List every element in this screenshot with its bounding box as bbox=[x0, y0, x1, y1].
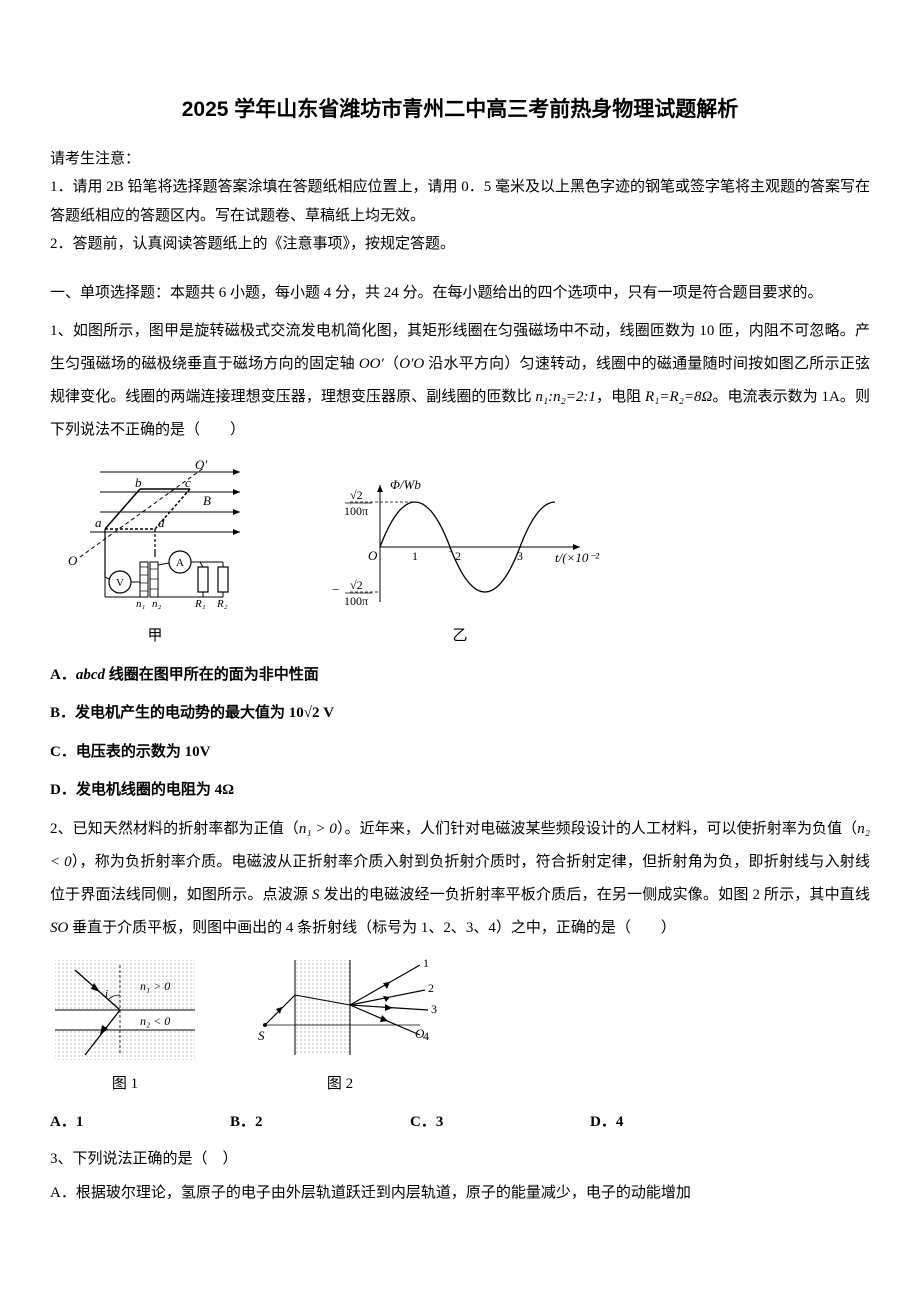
question-2: 2、已知天然材料的折射率都为正值（n₁ > 0）。近年来，人们针对电磁波某些频段… bbox=[50, 813, 870, 1137]
label-R2: R₂ bbox=[216, 598, 228, 610]
q1-figure-left: O′ b c B a d O V bbox=[50, 457, 260, 651]
q2-svg-1: i n₁ > 0 n₂ < 0 bbox=[50, 955, 200, 1065]
q1-ytick-bot-num: √2 bbox=[350, 578, 363, 592]
q3-option-A: A．根据玻尔理论，氢原子的电子由外层轨道跃迁到内层轨道，原子的能量减少，电子的动… bbox=[50, 1179, 870, 1208]
label-O: O bbox=[68, 553, 78, 568]
q1-figure-right: Φ/Wb t/(×10⁻² s) √2 100π − √2 100π O 1 2… bbox=[320, 477, 600, 651]
q2-stem-4: 发出的电磁波经一负折射率平板介质后，在另一侧成实像。如图 2 所示，其中直线 bbox=[320, 887, 870, 903]
q1-xtick-1: 1 bbox=[412, 549, 418, 563]
notice-item-2: 2．答题前，认真阅读答题纸上的《注意事项》，按规定答题。 bbox=[50, 230, 870, 259]
label-c: c bbox=[185, 475, 191, 490]
q1-option-A: A．abcd 线圈在图甲所在的面为非中性面 bbox=[50, 661, 870, 690]
q1-stem: 1、如图所示，图甲是旋转磁极式交流发电机简化图，其矩形线圈在匀强磁场中不动，线圈… bbox=[50, 315, 870, 447]
svg-text:−: − bbox=[332, 582, 339, 597]
q1-ylabel: Φ/Wb bbox=[390, 477, 421, 492]
q2-option-C: C．3 bbox=[410, 1108, 590, 1137]
label-a: a bbox=[95, 515, 102, 530]
q2-n1: n₁ > 0 bbox=[299, 821, 337, 837]
q1-optB-suffix: V bbox=[320, 705, 335, 721]
q1-optB-sqrt: √2 bbox=[304, 705, 320, 721]
q2-ray-3: 3 bbox=[431, 1002, 437, 1016]
q1-ratio: n₁:n₂=2:1 bbox=[535, 389, 596, 405]
notice-label: 请考生注意： bbox=[50, 145, 870, 174]
q2-stem-2: ）。近年来，人们针对电磁波某些频段设计的人工材料，可以使折射率为负值（ bbox=[337, 821, 857, 837]
q1-ytick-top-num: √2 bbox=[350, 488, 363, 502]
q1-optA-abcd: abcd bbox=[76, 667, 105, 683]
label-O-prime: O′ bbox=[195, 457, 207, 472]
q1-optB-prefix: B．发电机产生的电动势的最大值为 10 bbox=[50, 705, 304, 721]
notice-item-1: 1．请用 2B 铅笔将选择题答案涂填在答题纸相应位置上，请用 0．5 毫米及以上… bbox=[50, 173, 870, 230]
q1-figures: O′ b c B a d O V bbox=[50, 457, 870, 651]
section-1-header: 一、单项选择题：本题共 6 小题，每小题 4 分，共 24 分。在每小题给出的四… bbox=[50, 279, 870, 308]
label-b: b bbox=[135, 475, 142, 490]
label-A: A bbox=[176, 557, 184, 569]
q2-fig-label-1: 图 1 bbox=[112, 1070, 138, 1099]
q2-stem-5: 垂直于介质平板，则图中画出的 4 条折射线（标号为 1、2、3、4）之中，正确的… bbox=[68, 920, 676, 936]
label-V: V bbox=[116, 577, 124, 589]
q1-resistance: R₁=R₂=8Ω bbox=[645, 389, 712, 405]
label-R1: R₁ bbox=[194, 598, 206, 610]
label-n1: n₁ bbox=[136, 598, 146, 610]
q2-svg2-S: S bbox=[258, 1028, 265, 1043]
label-d: d bbox=[158, 515, 165, 530]
q2-ray-2: 2 bbox=[428, 981, 434, 995]
question-3: 3、下列说法正确的是（ ） A．根据玻尔理论，氢原子的电子由外层轨道跃迁到内层轨… bbox=[50, 1145, 870, 1208]
q1-stem-part-4: ，电阻 bbox=[596, 389, 645, 405]
q1-option-D: D．发电机线圈的电阻为 4Ω bbox=[50, 776, 870, 805]
q2-stem-1: 2、已知天然材料的折射率都为正值（ bbox=[50, 821, 299, 837]
q2-figure-1: i n₁ > 0 n₂ < 0 图 1 bbox=[50, 955, 200, 1099]
q2-options: A．1 B．2 C．3 D．4 bbox=[50, 1108, 870, 1137]
q2-S: S bbox=[312, 887, 320, 903]
q2-figures: i n₁ > 0 n₂ < 0 图 1 S bbox=[50, 955, 870, 1099]
q2-svg1-n2: n₂ < 0 bbox=[140, 1014, 170, 1028]
q2-angle-i: i bbox=[105, 988, 108, 1000]
q1-OO-prime: OO′ bbox=[359, 356, 384, 372]
q1-optA-prefix: A． bbox=[50, 667, 76, 683]
q1-ytick-top-den: 100π bbox=[344, 504, 368, 518]
q2-svg-2: S O 1 2 3 4 bbox=[240, 955, 440, 1065]
q1-xlabel: t/(×10⁻² s) bbox=[555, 550, 600, 565]
label-n2: n₂ bbox=[152, 598, 162, 610]
q1-xtick-2: 2 bbox=[455, 549, 461, 563]
q1-xtick-3: 3 bbox=[517, 549, 523, 563]
q1-optA-rest: 线圈在图甲所在的面为非中性面 bbox=[105, 667, 319, 683]
q1-origin: O bbox=[368, 548, 378, 563]
q2-option-B: B．2 bbox=[230, 1108, 410, 1137]
q1-option-B: B．发电机产生的电动势的最大值为 10√2 V bbox=[50, 699, 870, 728]
question-1: 1、如图所示，图甲是旋转磁极式交流发电机简化图，其矩形线圈在匀强磁场中不动，线圈… bbox=[50, 315, 870, 805]
q1-ytick-bot-den: 100π bbox=[344, 594, 368, 608]
q1-svg-right: Φ/Wb t/(×10⁻² s) √2 100π − √2 100π O 1 2… bbox=[320, 477, 600, 617]
q2-stem: 2、已知天然材料的折射率都为正值（n₁ > 0）。近年来，人们针对电磁波某些频段… bbox=[50, 813, 870, 945]
q1-svg-left: O′ b c B a d O V bbox=[50, 457, 260, 617]
q2-svg1-n1: n₁ > 0 bbox=[140, 979, 170, 993]
q1-fig-label-right: 乙 bbox=[452, 622, 467, 651]
q2-option-D: D．4 bbox=[590, 1108, 770, 1137]
q2-figure-2: S O 1 2 3 4 bbox=[240, 955, 440, 1099]
q1-fig-label-left: 甲 bbox=[147, 622, 162, 651]
label-B: B bbox=[203, 493, 211, 508]
q1-option-C: C．电压表的示数为 10V bbox=[50, 738, 870, 767]
q2-SO: SO bbox=[50, 920, 68, 936]
q3-stem: 3、下列说法正确的是（ ） bbox=[50, 1145, 870, 1174]
q2-ray-1: 1 bbox=[423, 956, 429, 970]
q1-stem-part-2: （ bbox=[384, 356, 399, 372]
page-title: 2025 学年山东省潍坊市青州二中高三考前热身物理试题解析 bbox=[50, 90, 870, 130]
q2-fig-label-2: 图 2 bbox=[327, 1070, 353, 1099]
q2-option-A: A．1 bbox=[50, 1108, 230, 1137]
q1-O-prime-O: O′O bbox=[399, 356, 424, 372]
q2-ray-4: 4 bbox=[423, 1029, 429, 1043]
